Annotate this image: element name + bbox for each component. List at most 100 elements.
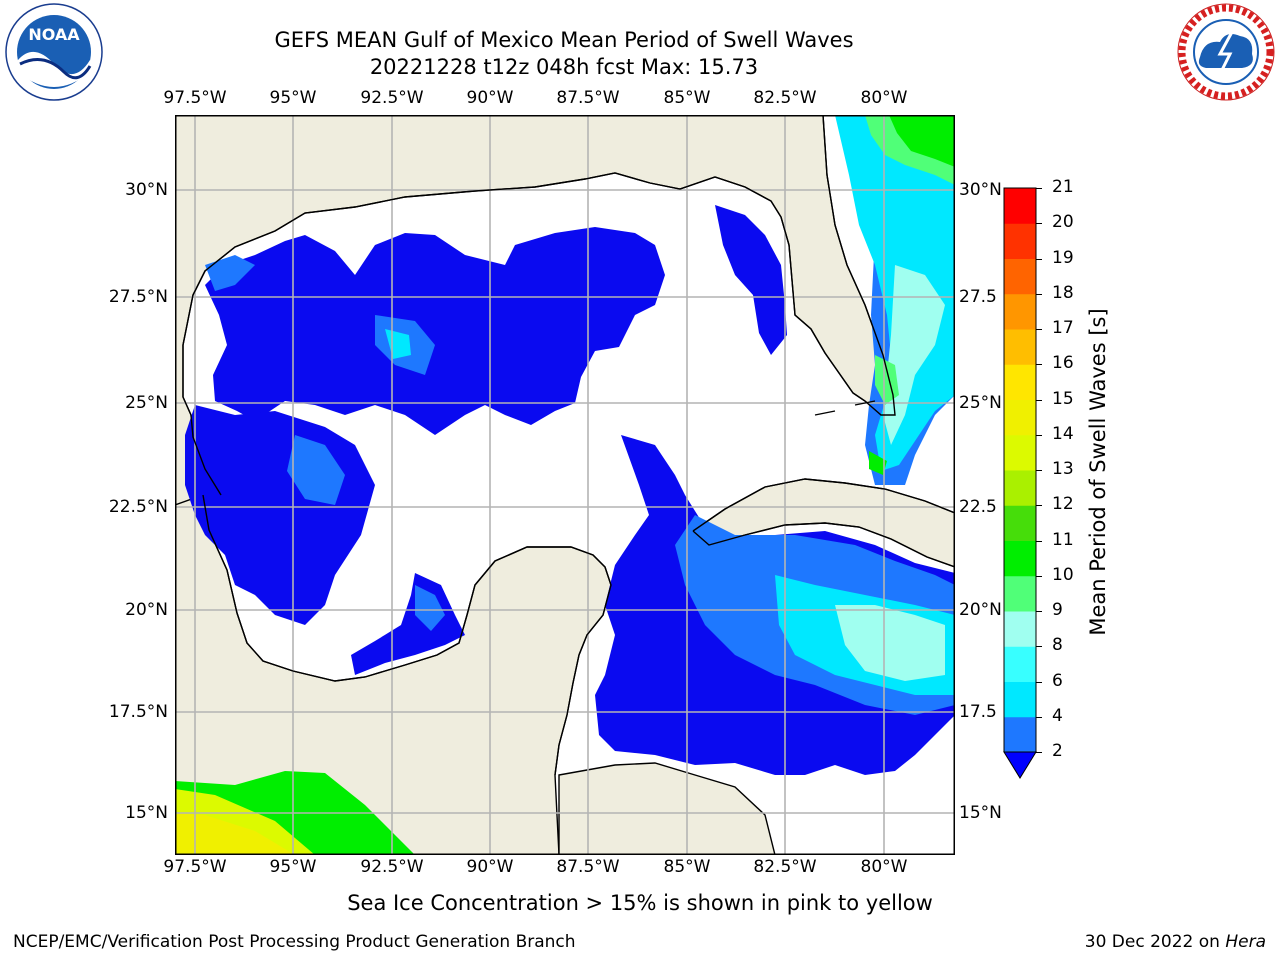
lon-tick-top: 90°W — [466, 88, 514, 108]
colorbar-tick-label: 13 — [1052, 459, 1074, 479]
lon-tick-top: 82.5°W — [753, 88, 817, 108]
colorbar-tick-mark — [1036, 364, 1042, 366]
nws-logo — [1177, 3, 1275, 101]
lat-tick-left: 27.5°N — [108, 287, 168, 307]
lon-tick-bottom: 85°W — [663, 857, 711, 877]
colorbar-tick-label: 15 — [1052, 388, 1074, 409]
colorbar-label: Mean Period of Swell Waves [s] — [1086, 308, 1110, 636]
graticule — [175, 115, 955, 855]
map-subtitle: 20221228 t12z 048h fcst Max: 15.73 — [369, 55, 759, 79]
lon-tick-top: 92.5°W — [360, 88, 424, 108]
lat-tick-left: 25°N — [125, 393, 168, 413]
colorbar-tick-label: 10 — [1052, 564, 1074, 585]
colorbar-tick-label: 2 — [1052, 741, 1063, 761]
colorbar-band — [1004, 611, 1036, 647]
colorbar-band — [1004, 399, 1036, 436]
sea-ice-yellow — [175, 805, 295, 855]
colorbar-tick-mark — [1036, 540, 1042, 542]
colorbar-tick-mark — [1036, 188, 1042, 189]
colorbar-tick-label: 9 — [1052, 600, 1063, 620]
colorbar-tick-mark — [1036, 258, 1042, 260]
lon-tick-bottom: 92.5°W — [360, 857, 424, 877]
colorbar-tick-label: 16 — [1052, 353, 1074, 374]
noaa-logo-text: NOAA — [28, 25, 80, 44]
lat-tick-right: 22.5 — [959, 497, 997, 517]
colorbar-tick-mark — [1036, 329, 1042, 330]
lat-tick-left: 17.5°N — [108, 702, 168, 722]
colorbar-tick-label: 20 — [1052, 212, 1074, 233]
lon-tick-bottom: 90°W — [466, 857, 514, 877]
lon-tick-top: 80°W — [860, 88, 908, 108]
colorbar-tick-mark — [1036, 752, 1042, 753]
colorbar-tick-mark — [1036, 470, 1042, 471]
land-central-america — [558, 762, 776, 855]
lat-tick-right: 15°N — [959, 803, 1002, 823]
colorbar-tick-label: 11 — [1052, 529, 1074, 550]
map-frame — [175, 115, 955, 855]
swell-contour-8-9 — [835, 265, 945, 681]
colorbar-band — [1004, 470, 1036, 506]
colorbar-tick-label: 6 — [1052, 670, 1063, 691]
map-title: GEFS MEAN Gulf of Mexico Mean Period of … — [274, 28, 854, 52]
lon-tick-top: 87.5°W — [556, 88, 620, 108]
lat-tick-left: 20°N — [125, 600, 168, 620]
lat-tick-right: 20°N — [959, 600, 1002, 620]
colorbar-band — [1004, 540, 1036, 577]
colorbar-band — [1004, 364, 1036, 400]
colorbar-band — [1004, 646, 1036, 682]
lon-tick-bottom: 97.5°W — [163, 857, 227, 877]
coastlines — [182, 115, 955, 776]
colorbar-extend-min — [1003, 751, 1037, 779]
colorbar-tick-mark — [1036, 681, 1042, 683]
colorbar-tick-mark — [1036, 434, 1042, 436]
colorbar-band — [1004, 258, 1036, 295]
footer-machine: Hera — [1225, 932, 1266, 952]
colorbar-band — [1004, 681, 1036, 718]
lat-tick-right: 25°N — [959, 393, 1002, 413]
colorbar-tick-label: 12 — [1052, 494, 1074, 515]
sea-ice-yellow-2 — [175, 789, 315, 855]
footer-date-text: 30 Dec 2022 on — [1084, 932, 1226, 952]
colorbar-tick-mark — [1036, 399, 1042, 401]
noaa-logo: NOAA — [5, 3, 103, 101]
footer-date: 30 Dec 2022 on Hera — [1085, 932, 1266, 952]
colorbar-tick-label: 14 — [1052, 423, 1074, 444]
colorbar-tick-mark — [1036, 223, 1042, 225]
colorbar — [1003, 187, 1037, 779]
colorbar-band — [1004, 505, 1036, 541]
lon-tick-top: 97.5°W — [163, 88, 227, 108]
colorbar-band — [1004, 575, 1036, 612]
colorbar-tick-label: 8 — [1052, 635, 1063, 656]
colorbar-tick-label: 18 — [1052, 282, 1074, 303]
colorbar-tick-label: 4 — [1052, 705, 1063, 726]
lon-tick-bottom: 87.5°W — [556, 857, 620, 877]
lon-tick-bottom: 80°W — [860, 857, 908, 877]
map-panel — [175, 115, 955, 855]
colorbar-bands — [1004, 188, 1036, 753]
colorbar-tick-mark — [1036, 293, 1042, 295]
colorbar-tick-mark — [1036, 575, 1042, 577]
lon-tick-top: 85°W — [663, 88, 711, 108]
colorbar-band — [1004, 329, 1036, 365]
colorbar-tick-mark — [1036, 611, 1042, 612]
sea-ice-note: Sea Ice Concentration > 15% is shown in … — [347, 891, 933, 915]
colorbar-tick-label: 19 — [1052, 247, 1074, 268]
lat-tick-right: 27.5 — [959, 287, 997, 307]
colorbar-band — [1004, 188, 1036, 224]
lon-tick-bottom: 95°W — [269, 857, 317, 877]
colorbar-band — [1004, 434, 1036, 471]
colorbar-band — [1004, 293, 1036, 330]
colorbar-tick-mark — [1036, 716, 1042, 718]
colorbar-band — [1004, 716, 1036, 753]
colorbar-band — [1004, 223, 1036, 259]
swell-contour-10-11 — [869, 115, 955, 475]
lat-tick-left: 30°N — [125, 180, 168, 200]
footer-credit: NCEP/EMC/Verification Post Processing Pr… — [13, 932, 576, 952]
lat-tick-right: 30°N — [959, 180, 1002, 200]
lat-tick-left: 15°N — [125, 803, 168, 823]
colorbar-tick-label: 21 — [1052, 177, 1074, 197]
lat-tick-right: 17.5 — [959, 702, 997, 722]
colorbar-tick-mark — [1036, 646, 1042, 648]
colorbar-tick-mark — [1036, 505, 1042, 507]
colorbar-tick-label: 17 — [1052, 318, 1074, 338]
